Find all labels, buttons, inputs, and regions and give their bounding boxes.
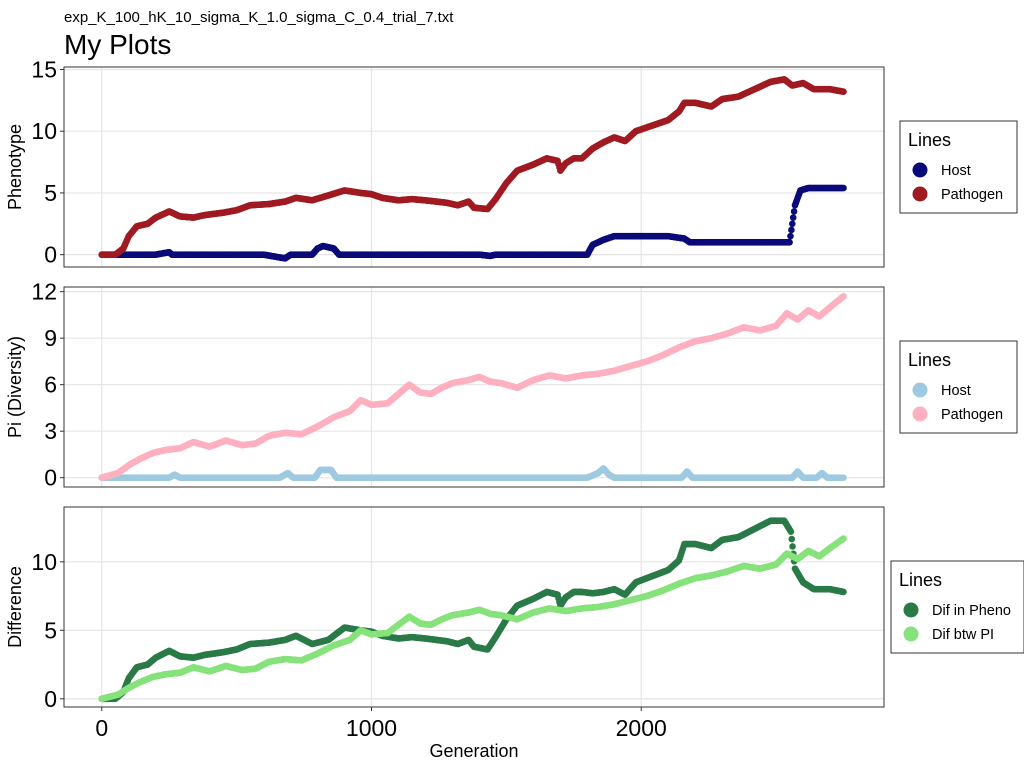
data-point (840, 474, 847, 482)
data-point (790, 208, 798, 215)
panel-pi-diversity: 0 3 6 9 12 Pi (Diversity) Lines Host Pathogen (5, 279, 1018, 491)
legend-key (912, 382, 928, 398)
data-point (786, 239, 793, 246)
plot-background (64, 67, 884, 267)
legend: Lines Host Pathogen (899, 120, 1018, 214)
data-point (840, 88, 847, 95)
y-axis-label: Phenotype (5, 124, 25, 210)
y-tick-label: 10 (31, 118, 57, 144)
series-pathogen (98, 76, 847, 258)
legend-title: Lines (908, 350, 951, 370)
y-tick-label: 0 (44, 465, 57, 491)
data-point (789, 543, 796, 550)
data-point (840, 184, 847, 192)
y-tick-label: 3 (44, 418, 57, 444)
legend-key (912, 406, 928, 422)
data-point (787, 528, 795, 535)
series-host (98, 184, 847, 262)
y-tick-label: 0 (44, 242, 57, 268)
legend-key (912, 162, 928, 178)
data-point (840, 293, 847, 300)
legend-label: Pathogen (941, 187, 1003, 203)
data-point (788, 220, 796, 228)
legend-label: Host (941, 383, 971, 399)
data-point (789, 214, 797, 221)
plot-subtitle: exp_K_100_hK_10_sigma_K_1.0_sigma_C_0.4_… (64, 9, 454, 26)
y-tick-label: 9 (44, 325, 57, 351)
legend: Lines Host Pathogen (899, 340, 1018, 434)
plot-background (64, 287, 884, 487)
data-point (788, 226, 795, 234)
legend-key (912, 186, 928, 202)
y-tick-label: 12 (31, 279, 57, 305)
y-tick-label: 5 (44, 180, 57, 206)
panel-phenotype: 0 5 10 15 Phenotype Lines Host Pathogen (5, 56, 1018, 268)
data-point (840, 588, 847, 596)
plot-title: My Plots (64, 29, 171, 60)
data-point (788, 535, 796, 543)
y-tick-label: 15 (31, 56, 57, 82)
plot-background (64, 507, 884, 707)
y-axis-label: Pi (Diversity) (5, 336, 25, 438)
legend-title: Lines (908, 130, 951, 150)
y-tick-label: 6 (44, 372, 57, 398)
legend-label: Host (941, 163, 971, 179)
legend-label: Pathogen (941, 407, 1003, 423)
data-point (787, 232, 794, 240)
